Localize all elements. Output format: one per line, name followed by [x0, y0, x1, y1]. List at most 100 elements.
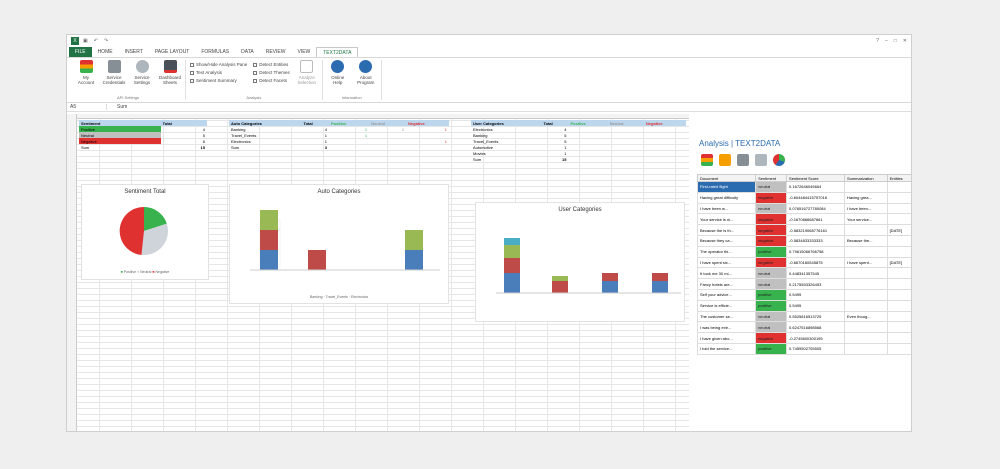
tab-data[interactable]: DATA — [241, 49, 254, 55]
user-chart-svg — [496, 238, 681, 294]
table-row[interactable]: Fancy hotels are... neutral 0.217555332645… — [696, 278, 911, 290]
table-row: Travel_Events 5 — [473, 138, 567, 144]
bar — [652, 281, 668, 293]
account-icon — [79, 60, 93, 73]
analyze-selection-button[interactable]: Analyze Selection — [296, 60, 318, 95]
formula-input[interactable]: Sum — [117, 104, 128, 110]
table-row[interactable]: I was being extr... neutral 0.624751689856… — [696, 321, 911, 334]
table-row[interactable]: Because the is th... negative -0.583219068… — [696, 224, 911, 236]
table-row[interactable]: It took me 30 mi... neutral 0.448341357545 — [696, 267, 911, 280]
excel-window: X ▣ ↶ ↷ ? – □ ✕ FILE HOME INSERT PAGE LA… — [66, 34, 912, 432]
detect-entities-checkbox[interactable]: Detect Entities — [253, 62, 289, 67]
detect-themes-checkbox[interactable]: Detect Themes — [253, 70, 290, 75]
name-box[interactable]: A5 — [67, 104, 107, 110]
auto-chart-svg — [250, 210, 440, 271]
table-row[interactable]: I have spent six... negative -0.6670160545… — [696, 256, 911, 269]
table-row[interactable]: The customer se... neutral 0.5525816513725… — [696, 310, 911, 323]
bar — [405, 250, 423, 270]
sentiment-pie-chart[interactable]: Sentiment Total ■ Positive ■ Neutral ■ N… — [81, 184, 209, 280]
undo-icon[interactable]: ↶ — [93, 38, 98, 44]
tab-review[interactable]: REVIEW — [265, 49, 286, 55]
close-icon[interactable]: ✕ — [902, 38, 907, 44]
detect-facets-checkbox[interactable]: Detect Facets — [253, 78, 289, 83]
chart-title: Sentiment Total — [124, 189, 166, 195]
tab-insert[interactable]: INSERT — [124, 49, 143, 55]
info-icon — [359, 60, 373, 73]
pie-chart-icon[interactable] — [773, 154, 785, 166]
table-row[interactable]: Your service is ni... negative -0.16708666… — [696, 213, 911, 226]
sentiment-table: Sentiment Total Positive 4 Neutral 5 Negati… — [79, 120, 207, 150]
analysis-pane: Analysis | TEXT2DATA Document Sentiment … — [696, 135, 911, 431]
formula-bar: A5 Sum — [67, 103, 911, 112]
service-settings-button[interactable]: Service Settings — [131, 60, 153, 95]
tab-home[interactable]: HOME — [97, 49, 113, 55]
table-row: Movies 1 — [473, 150, 567, 156]
group-label: API Settings — [116, 95, 139, 100]
bar — [552, 281, 568, 293]
table-row[interactable]: First-rated flight neutral 0.1672646045664 — [696, 181, 911, 193]
dashboard-sheets-button[interactable]: Dashboard Sheets — [159, 60, 181, 95]
ribbon: My Account Service Credentials Service S… — [67, 57, 911, 103]
table-row[interactable]: I have given abo... negative -0.2745600300… — [696, 332, 911, 344]
table-row: Banking 4 1 2 1 — [231, 126, 447, 132]
worksheet-grid[interactable]: Sentiment Total Positive 4 Neutral 5 Negati… — [67, 114, 689, 431]
settings-icon — [135, 60, 149, 73]
online-help-button[interactable]: Online Help — [327, 60, 349, 95]
pie-slice-neutral — [141, 223, 168, 256]
sentiment-summary-checkbox[interactable]: Sentiment Summary — [190, 78, 247, 83]
tab-page-layout[interactable]: PAGE LAYOUT — [154, 49, 190, 55]
about-program-button[interactable]: About Program — [355, 60, 377, 95]
bar — [504, 258, 520, 273]
bar — [504, 245, 520, 258]
group-label: Analysis — [246, 95, 262, 100]
bar — [504, 238, 520, 245]
chart-title: Auto Categories — [317, 189, 361, 195]
save-icon[interactable]: ▣ — [83, 38, 88, 44]
table-row: Sum 15 — [81, 144, 205, 150]
table-row: Automotive 1 — [473, 144, 567, 150]
user-categories-chart[interactable]: User Categories — [475, 202, 685, 322]
table-row[interactable]: Having great difficulty negative -0.604484… — [696, 191, 911, 204]
bar — [552, 276, 568, 281]
table-row[interactable]: Service is efficie... positive 0.5495 — [696, 299, 911, 312]
table-icon[interactable] — [737, 154, 749, 166]
column-headers — [67, 114, 689, 119]
tab-file[interactable]: FILE — [69, 47, 92, 57]
table-row[interactable]: I told the service... positive 0.745950270… — [696, 342, 911, 355]
group-label: Information — [341, 95, 362, 100]
table-row: Electronics 4 — [473, 126, 567, 132]
auto-categories-table: Auto Categories Total Positive Neutral Negat… — [229, 120, 449, 150]
tab-formulas[interactable]: FORMULAS — [201, 49, 230, 55]
document-icon[interactable] — [719, 154, 731, 166]
auto-categories-chart[interactable]: Auto Categories Banking · Travel_Events … — [229, 184, 449, 304]
show-hide-pane-checkbox[interactable]: Show/Hide Analysis Pane — [190, 62, 247, 67]
table-row[interactable]: Because they ca... negative -0.58348333333… — [696, 234, 911, 247]
chart-line-icon — [300, 60, 314, 73]
analysis-group: Show/Hide Analysis Pane Text Analysis Se… — [186, 60, 323, 100]
my-account-button[interactable]: My Account — [75, 60, 97, 95]
table-row[interactable]: The operator thi... positive 0.79615066766… — [696, 245, 911, 258]
help-icon[interactable]: ? — [876, 38, 879, 44]
table-row[interactable]: I have been w... neutral 0.076516727780084… — [696, 202, 911, 215]
text-analysis-checkbox[interactable]: Text Analysis — [190, 70, 247, 75]
sentiment-bars-icon[interactable] — [701, 154, 713, 166]
minimize-icon[interactable]: – — [884, 38, 888, 44]
tab-view[interactable]: VIEW — [297, 49, 311, 55]
api-settings-group: My Account Service Credentials Service S… — [71, 60, 186, 100]
table-row[interactable]: Self your advice... positive 0.5495 — [696, 288, 911, 301]
table-row: Sum 15 — [473, 156, 567, 162]
tab-text2data[interactable]: TEXT2DATA — [316, 47, 359, 57]
bar — [602, 273, 618, 281]
table-row: Positive 4 — [79, 126, 205, 132]
chart-legend: Banking · Travel_Events · Electronics — [309, 295, 369, 299]
pie-slice-positive — [144, 207, 167, 231]
table-row: Neutral 5 — [79, 132, 205, 138]
pie-svg — [119, 206, 168, 256]
summary-icon[interactable] — [755, 154, 767, 166]
restore-icon[interactable]: □ — [893, 38, 897, 44]
excel-logo-icon: X — [71, 37, 79, 45]
service-credentials-button[interactable]: Service Credentials — [103, 60, 125, 95]
redo-icon[interactable]: ↷ — [103, 38, 109, 44]
pane-title: Analysis | TEXT2DATA — [699, 139, 781, 148]
bar — [504, 273, 520, 293]
